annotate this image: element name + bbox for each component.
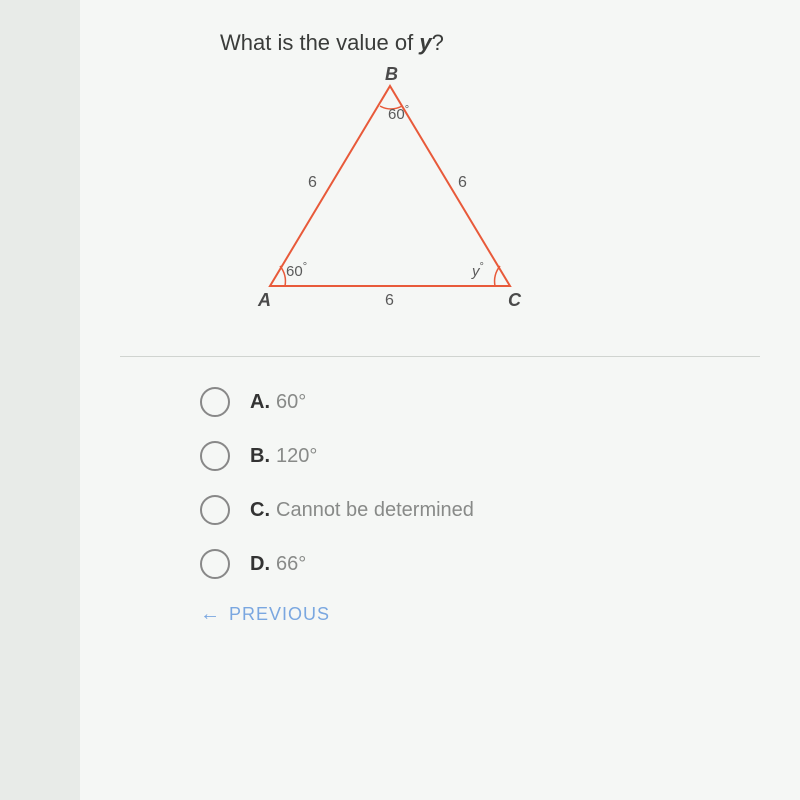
side-ac-label: 6 <box>385 292 394 310</box>
radio-icon[interactable] <box>200 495 230 525</box>
question-page: What is the value of y? B A C 6 6 6 60° … <box>80 0 800 800</box>
divider <box>120 356 760 357</box>
radio-icon[interactable] <box>200 441 230 471</box>
question-variable: y <box>419 30 431 55</box>
option-c[interactable]: C. Cannot be determined <box>200 495 760 525</box>
arrow-left-icon: ← <box>200 603 221 626</box>
option-a[interactable]: A. 60° <box>200 387 760 417</box>
angle-a-label: 60° <box>286 261 307 280</box>
triangle-diagram: B A C 6 6 6 60° 60° y° <box>240 66 540 326</box>
option-text: 120° <box>276 445 317 468</box>
question-text: What is the value of y? <box>220 30 760 56</box>
option-letter: A. <box>250 391 270 414</box>
option-d[interactable]: D. 66° <box>200 549 760 579</box>
angle-b-label: 60° <box>388 104 409 123</box>
vertex-b-label: B <box>385 64 398 85</box>
radio-icon[interactable] <box>200 387 230 417</box>
question-suffix: ? <box>432 30 444 55</box>
option-text: 60° <box>276 391 306 414</box>
angle-c-label: y° <box>472 261 484 280</box>
vertex-a-label: A <box>258 290 271 311</box>
previous-button[interactable]: ← PREVIOUS <box>200 603 760 626</box>
side-ab-label: 6 <box>308 174 317 192</box>
option-text: 66° <box>276 553 306 576</box>
option-letter: C. <box>250 499 270 522</box>
question-prefix: What is the value of <box>220 30 419 55</box>
option-letter: B. <box>250 445 270 468</box>
options-list: A. 60° B. 120° C. Cannot be determined D… <box>200 387 760 579</box>
option-text: Cannot be determined <box>276 499 474 522</box>
option-b[interactable]: B. 120° <box>200 441 760 471</box>
radio-icon[interactable] <box>200 549 230 579</box>
vertex-c-label: C <box>508 290 521 311</box>
side-bc-label: 6 <box>458 174 467 192</box>
previous-label: PREVIOUS <box>229 604 330 625</box>
option-letter: D. <box>250 553 270 576</box>
